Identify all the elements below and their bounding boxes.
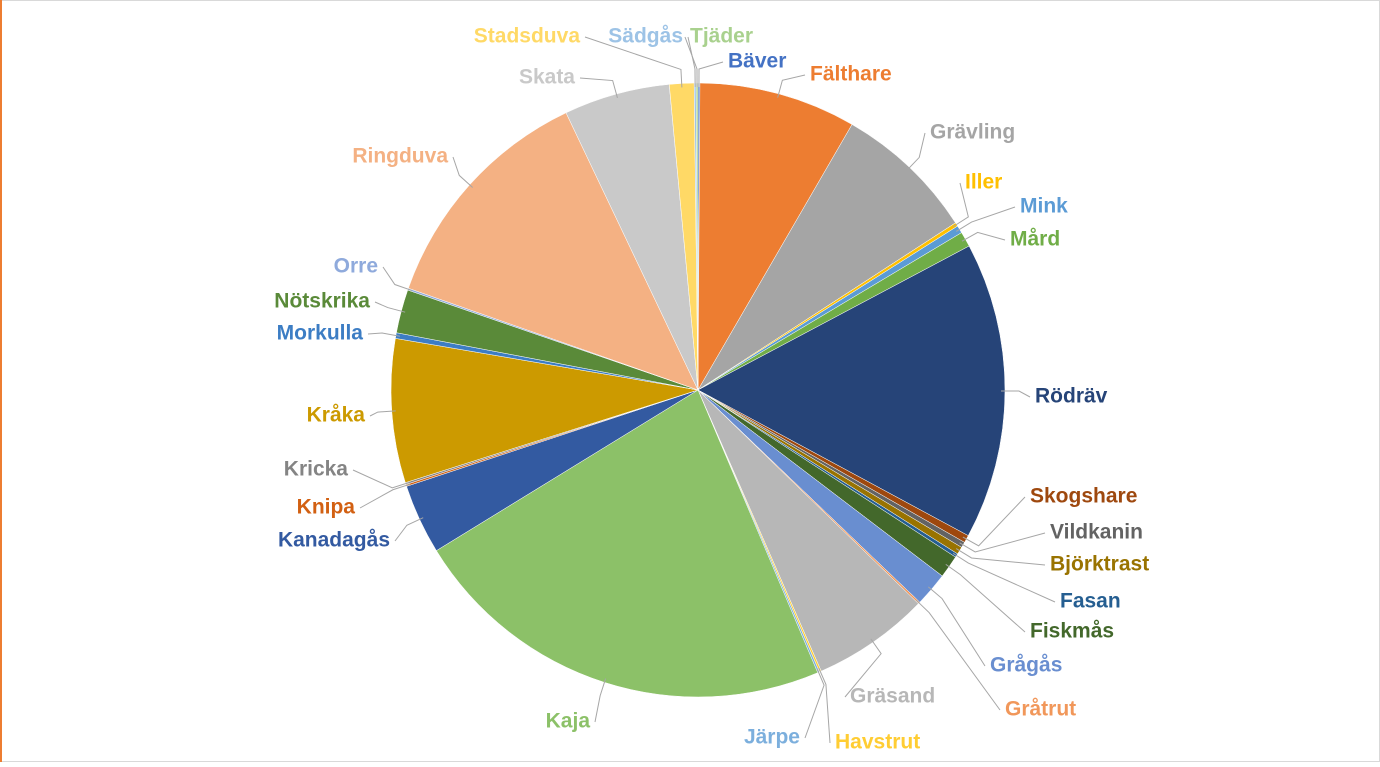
slice-label: Grävling <box>930 121 1015 144</box>
leader-line <box>352 469 410 489</box>
slice-label: Mård <box>1010 228 1060 251</box>
leader-line <box>945 563 1026 633</box>
leader-line <box>959 532 1046 553</box>
slice-label: Iller <box>965 171 1002 194</box>
leader-line <box>961 231 1006 242</box>
slice-label: Fiskmås <box>1030 620 1114 643</box>
slice-label: Havstrut <box>835 731 920 754</box>
slice-label: Vildkanin <box>1050 521 1143 544</box>
leader-line <box>955 206 1016 232</box>
leader-line <box>374 301 406 313</box>
leader-line <box>687 36 696 88</box>
slice-label: Knipa <box>297 496 356 519</box>
slice-label: Björktrast <box>1050 553 1149 576</box>
leader-line <box>1000 390 1031 398</box>
slice-label: Gråtrut <box>1005 698 1076 721</box>
slice-label: Skogshare <box>1030 485 1137 508</box>
leader-line <box>684 36 698 88</box>
leader-line <box>804 668 825 739</box>
leader-line <box>818 667 831 744</box>
leader-line <box>952 182 969 228</box>
slice-label: Rödräv <box>1035 385 1108 408</box>
leader-line <box>367 332 400 337</box>
leader-line <box>359 483 411 509</box>
leader-line <box>928 586 986 667</box>
leader-line <box>952 552 1056 603</box>
leader-line <box>452 156 473 188</box>
slice-label: Fasan <box>1060 590 1121 613</box>
slice-label: Bäver <box>728 50 786 73</box>
leader-line <box>579 77 618 99</box>
slice-label: Stadsduva <box>474 25 581 48</box>
slice-label: Nötskrika <box>274 290 370 313</box>
slice-label: Kråka <box>307 404 366 427</box>
slice-label: Orre <box>334 255 378 278</box>
slice-label: Morkulla <box>277 322 364 345</box>
leader-line <box>394 517 424 542</box>
slice-label: Skata <box>519 66 575 89</box>
slice-label: Ringduva <box>352 145 448 168</box>
leader-line <box>584 36 683 88</box>
leader-line <box>698 61 724 88</box>
slice-label: Grågås <box>990 654 1062 677</box>
slice-label: Sädgås <box>608 25 683 48</box>
leader-line <box>777 74 806 98</box>
slice-label: Kricka <box>284 458 349 481</box>
leader-line <box>594 678 607 723</box>
leader-line <box>906 132 926 171</box>
leader-line <box>844 638 882 698</box>
slice-label: Gräsand <box>850 685 935 708</box>
slice-label: Kaja <box>546 710 591 733</box>
slice-label: Fälthare <box>810 63 892 86</box>
leader-line <box>382 266 412 291</box>
slice-label: Mink <box>1020 195 1068 218</box>
slice-label: Järpe <box>744 726 800 749</box>
leader-line <box>915 599 1001 711</box>
leader-line <box>962 496 1026 547</box>
leader-line <box>369 410 396 417</box>
slice-label: Tjäder <box>690 25 753 48</box>
slice-label: Kanadagås <box>278 529 390 552</box>
leader-line <box>955 548 1046 566</box>
